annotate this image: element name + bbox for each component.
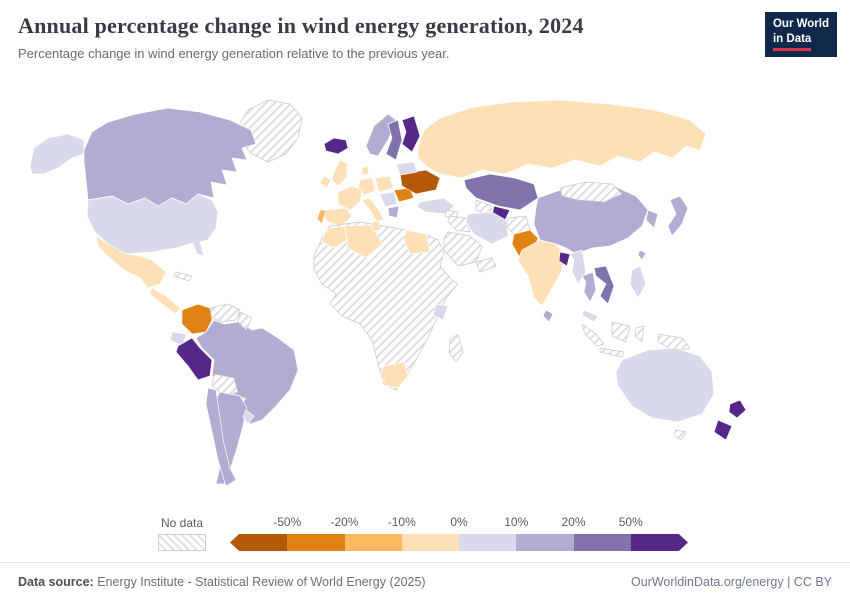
country-venezuela[interactable] [209, 303, 241, 323]
legend-swatch[interactable] [516, 534, 574, 551]
country-denmark[interactable] [361, 165, 370, 176]
legend-swatch[interactable] [573, 534, 631, 551]
legend-tick-label: 0% [450, 515, 468, 529]
country-south-korea[interactable] [645, 209, 659, 229]
legend-swatch[interactable] [344, 534, 402, 551]
legend-swatch[interactable] [287, 534, 345, 551]
country-indonesia-sumatra[interactable] [581, 323, 605, 347]
legend-swatch[interactable] [401, 534, 459, 551]
country-guianas[interactable] [237, 311, 253, 331]
country-japan[interactable] [667, 195, 689, 237]
country-alaska[interactable] [29, 133, 85, 175]
country-balkans[interactable] [379, 191, 398, 208]
owid-logo[interactable]: Our World in Data [764, 12, 837, 57]
country-indonesia-borneo[interactable] [611, 321, 631, 343]
country-tunisia[interactable] [371, 220, 381, 232]
country-new-zealand-south[interactable] [713, 419, 733, 441]
country-indonesia-java[interactable] [599, 347, 625, 358]
country-new-zealand-north[interactable] [728, 399, 747, 419]
country-spain[interactable] [321, 207, 353, 227]
country-belarus[interactable] [395, 161, 418, 176]
page-subtitle: Percentage change in wind energy generat… [18, 46, 450, 61]
country-south-africa[interactable] [379, 361, 409, 389]
country-peru[interactable] [175, 337, 213, 381]
world-map-svg [29, 99, 747, 487]
country-cuba[interactable] [173, 271, 193, 282]
legend-swatch[interactable] [630, 534, 688, 551]
country-philippines[interactable] [629, 265, 647, 299]
country-kenya[interactable] [432, 303, 449, 321]
legend-swatch[interactable] [230, 534, 288, 551]
country-central-america[interactable] [149, 287, 181, 315]
country-finland[interactable] [401, 115, 421, 153]
data-source-line: Data source: Energy Institute - Statisti… [18, 575, 426, 589]
chart-header: Annual percentage change in wind energy … [18, 13, 738, 61]
country-romania[interactable] [393, 187, 415, 203]
country-greece[interactable] [387, 205, 400, 219]
legend-tick-label: 10% [504, 515, 529, 529]
country-france[interactable] [337, 185, 363, 211]
license-link[interactable]: OurWorldinData.org/energy | CC BY [630, 574, 832, 589]
legend-tick-label: -50% [273, 515, 302, 529]
legend-tick-label: -20% [330, 515, 359, 529]
country-egypt[interactable] [403, 229, 431, 255]
country-mexico[interactable] [95, 235, 167, 289]
country-myanmar[interactable] [569, 249, 587, 285]
chart-footer: Data source: Energy Institute - Statisti… [0, 562, 850, 600]
data-source-text: Energy Institute - Statistical Review of… [93, 574, 426, 589]
country-ukraine[interactable] [399, 169, 441, 195]
country-yemen-oman[interactable] [475, 257, 497, 273]
country-ireland[interactable] [319, 175, 332, 189]
legend-tick-label: -10% [387, 515, 416, 529]
legend-no-data-swatch[interactable] [158, 534, 206, 551]
country-uk[interactable] [331, 159, 349, 187]
country-tasmania[interactable] [673, 429, 687, 441]
country-colombia[interactable] [181, 303, 213, 335]
country-russia[interactable] [417, 99, 707, 179]
country-germany[interactable] [357, 177, 376, 196]
country-iceland[interactable] [323, 137, 349, 155]
country-saudi-arabia[interactable] [443, 231, 483, 267]
country-kazakhstan[interactable] [463, 173, 539, 211]
country-taiwan[interactable] [637, 249, 647, 261]
country-portugal[interactable] [316, 209, 327, 225]
country-brazil[interactable] [195, 319, 299, 425]
country-thailand[interactable] [581, 271, 597, 303]
legend-ticks: -50% -20% -10% 0% 10% 20% 50% [230, 515, 688, 530]
world-map [0, 88, 850, 512]
country-chile[interactable] [205, 387, 237, 487]
country-poland[interactable] [374, 175, 394, 193]
legend-tick-label: 50% [618, 515, 643, 529]
country-australia[interactable] [615, 347, 715, 423]
country-sweden[interactable] [385, 119, 403, 161]
legend-swatch[interactable] [459, 534, 517, 551]
legend-no-data-label: No data [160, 516, 204, 530]
country-iraq[interactable] [447, 215, 471, 233]
country-greenland[interactable] [235, 99, 303, 163]
map-legend: No data -50% -20% -10% 0% 10% 20% 50% [0, 514, 850, 558]
owid-logo-line1: Our World [772, 18, 829, 30]
legend-color-bar [230, 534, 688, 551]
owid-logo-line2: in Data [772, 32, 812, 51]
country-india[interactable] [517, 239, 567, 307]
country-uruguay[interactable] [242, 409, 255, 425]
country-malaysia[interactable] [581, 309, 599, 323]
country-sri-lanka[interactable] [542, 309, 554, 323]
legend-tick-label: 20% [561, 515, 586, 529]
country-indonesia-sulawesi[interactable] [634, 325, 645, 343]
country-bangladesh[interactable] [558, 251, 571, 267]
country-mongolia[interactable] [559, 181, 623, 203]
country-iran[interactable] [465, 211, 509, 245]
country-madagascar[interactable] [448, 333, 464, 363]
data-source-label: Data source: [18, 574, 94, 589]
country-canada[interactable] [83, 107, 257, 207]
page-title: Annual percentage change in wind energy … [18, 13, 584, 38]
country-vietnam[interactable] [593, 265, 615, 305]
country-italy[interactable] [361, 197, 385, 223]
